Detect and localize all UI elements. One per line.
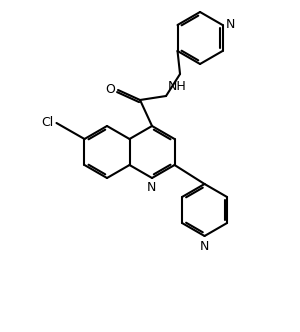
Text: N: N <box>146 181 156 194</box>
Text: N: N <box>226 18 235 31</box>
Text: Cl: Cl <box>41 116 53 128</box>
Text: O: O <box>105 82 115 96</box>
Text: NH: NH <box>168 80 187 93</box>
Text: N: N <box>200 240 209 253</box>
